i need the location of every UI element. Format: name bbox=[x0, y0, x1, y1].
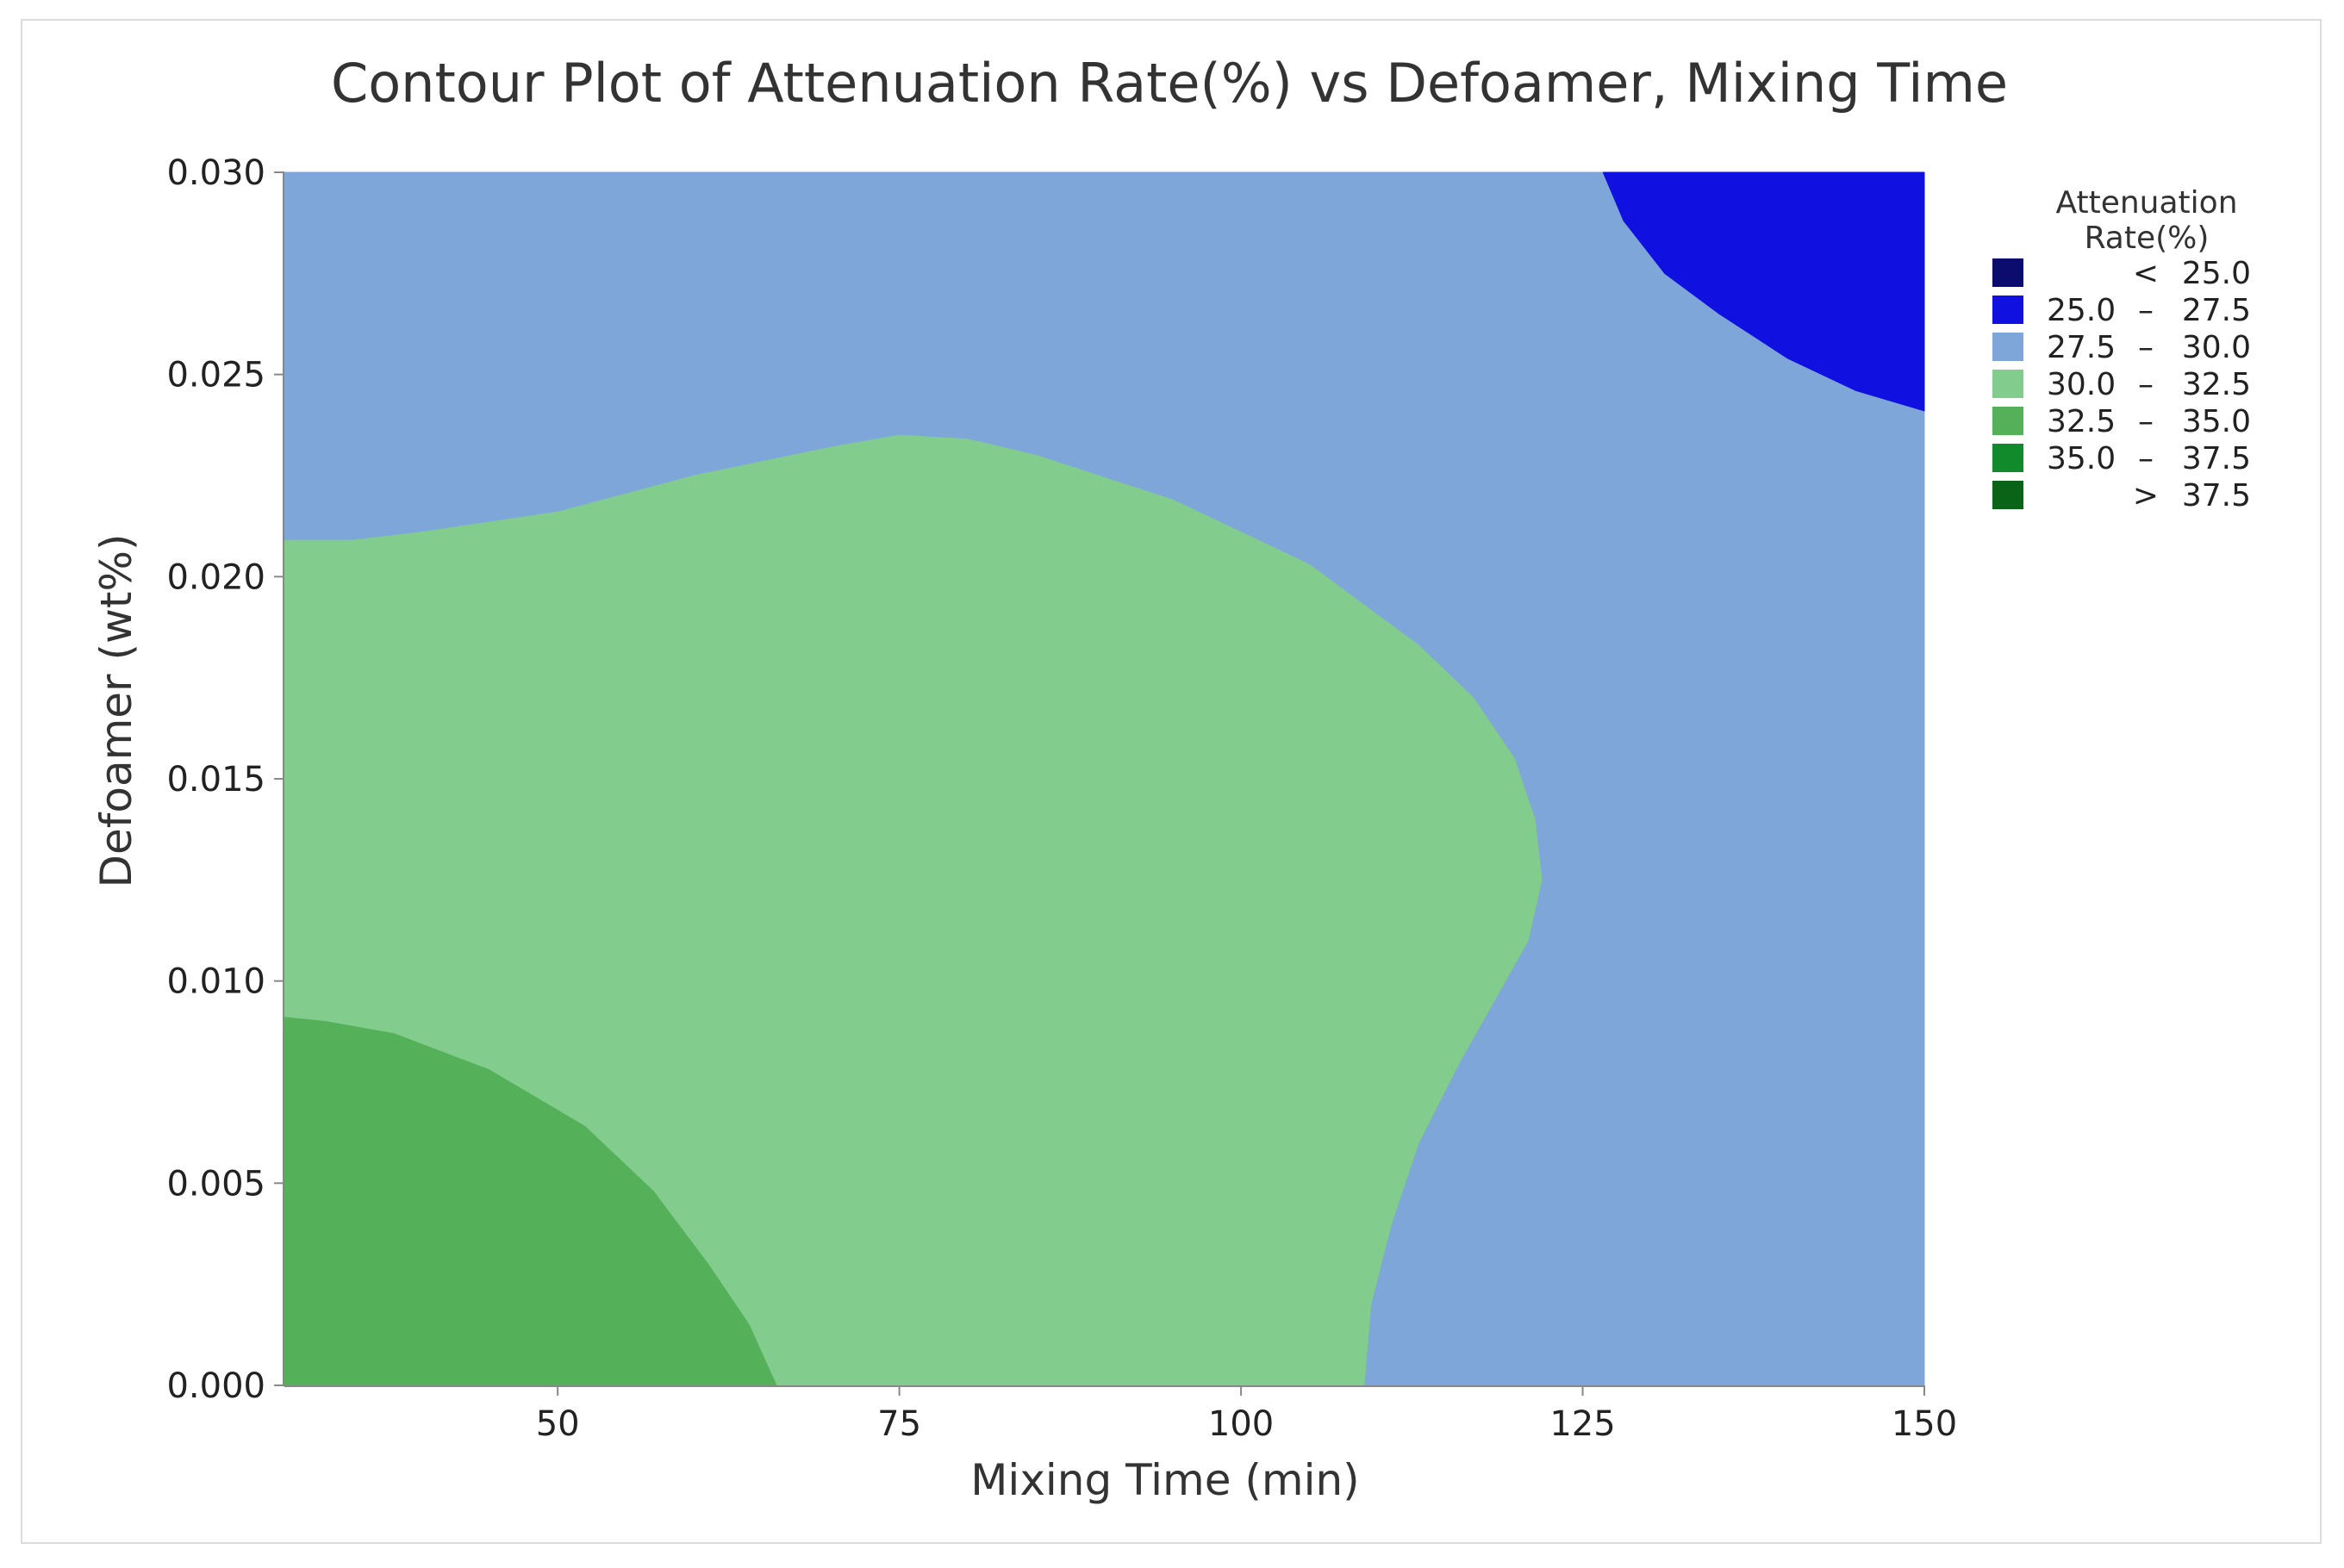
y-tick-label: 0.020 bbox=[166, 557, 265, 597]
y-tick-label: 0.010 bbox=[166, 962, 265, 1002]
chart-title: Contour Plot of Attenuation Rate(%) vs D… bbox=[331, 52, 2008, 115]
contour-region-2 bbox=[1602, 171, 1925, 412]
legend-operator: – bbox=[2138, 367, 2154, 402]
legend-swatch bbox=[1992, 370, 2023, 398]
x-tick-label: 100 bbox=[1208, 1404, 1274, 1444]
plot-area bbox=[284, 171, 1925, 1386]
legend-high-value: 30.0 bbox=[2182, 330, 2251, 365]
legend-high-value: 27.5 bbox=[2182, 293, 2251, 328]
y-tick-label: 0.015 bbox=[166, 760, 265, 800]
legend-high-value: 37.5 bbox=[2182, 478, 2251, 513]
legend-operator: – bbox=[2138, 404, 2154, 439]
legend-swatch bbox=[1992, 481, 2023, 509]
legend-low-value: 30.0 bbox=[2047, 367, 2116, 402]
chart-frame bbox=[21, 19, 2322, 1544]
legend-title-line-1: Attenuation bbox=[2055, 185, 2237, 221]
x-tick-label: 75 bbox=[877, 1404, 921, 1444]
legend-swatch bbox=[1992, 258, 2023, 287]
legend-title-line-2: Rate(%) bbox=[2085, 221, 2210, 256]
legend-swatch bbox=[1992, 444, 2023, 472]
legend-operator: < bbox=[2133, 256, 2159, 291]
legend-operator: > bbox=[2133, 478, 2159, 513]
legend-high-value: 25.0 bbox=[2182, 256, 2251, 291]
contour-region-4 bbox=[284, 1017, 777, 1386]
legend-swatch bbox=[1992, 333, 2023, 361]
x-axis-title: Mixing Time (min) bbox=[970, 1455, 1359, 1505]
legend-operator: – bbox=[2138, 330, 2154, 365]
y-tick-label: 0.030 bbox=[166, 153, 265, 193]
legend-operator: – bbox=[2138, 293, 2154, 328]
legend-operator: – bbox=[2138, 441, 2154, 476]
y-axis-title: Defoamer (wt%) bbox=[91, 533, 141, 887]
y-tick-label: 0.000 bbox=[166, 1366, 265, 1406]
legend-high-value: 37.5 bbox=[2182, 441, 2251, 476]
legend-low-value: 32.5 bbox=[2047, 404, 2116, 439]
legend: Attenuation Rate(%) <25.025.0–27.527.5–3… bbox=[1992, 185, 2251, 513]
legend-low-value: 25.0 bbox=[2047, 293, 2116, 328]
x-tick-label: 150 bbox=[1892, 1404, 1957, 1444]
y-tick-label: 0.005 bbox=[166, 1164, 265, 1204]
legend-high-value: 32.5 bbox=[2182, 367, 2251, 402]
x-axis: 50 75 100 125 150 bbox=[284, 1385, 1957, 1444]
x-tick-label: 125 bbox=[1549, 1404, 1615, 1444]
y-axis: 0.000 0.005 0.010 0.015 0.020 0.025 0.030 bbox=[166, 153, 284, 1406]
legend-swatch bbox=[1992, 296, 2023, 324]
x-tick-label: 50 bbox=[536, 1404, 580, 1444]
legend-swatch bbox=[1992, 407, 2023, 435]
legend-low-value: 35.0 bbox=[2047, 441, 2116, 476]
legend-low-value: 27.5 bbox=[2047, 330, 2116, 365]
legend-high-value: 35.0 bbox=[2182, 404, 2251, 439]
y-tick-label: 0.025 bbox=[166, 356, 265, 395]
